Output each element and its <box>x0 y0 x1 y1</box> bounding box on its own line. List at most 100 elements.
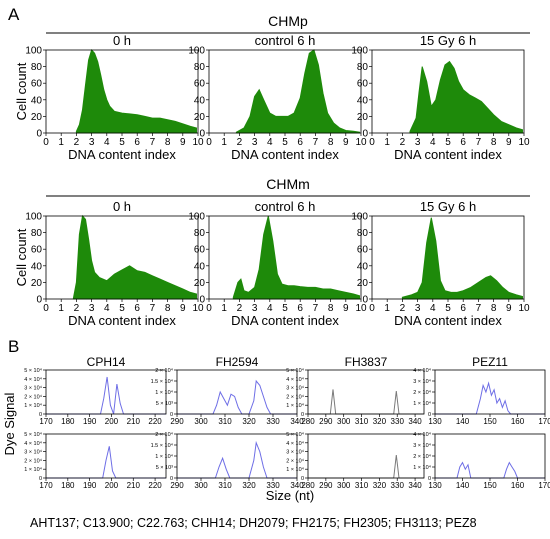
x-tick-label: 4 <box>267 303 273 314</box>
x-tick-label: 2 <box>74 303 80 314</box>
x-tick-label: 210 <box>127 417 141 426</box>
y-tick-label: 2 × 10⁴ <box>155 431 173 438</box>
chart-title: PEZ11 <box>472 355 508 369</box>
x-tick-label: 330 <box>266 481 280 490</box>
x-tick-label: 290 <box>170 417 184 426</box>
footer-sample-list: AHT137; C13.900; C22.763; CHH14; DH2079;… <box>30 516 477 530</box>
x-tick-label: 2 <box>400 137 406 148</box>
x-tick-label: 320 <box>242 417 256 426</box>
x-tick-label: 330 <box>266 417 280 426</box>
panel-a-label: A <box>8 5 20 24</box>
y-tick-label: 5 × 10⁴ <box>24 431 42 438</box>
y-tick-label: 60 <box>31 245 43 256</box>
y-tick-label: 20 <box>31 278 43 289</box>
y-tick-label: 1 × 10⁴ <box>286 466 304 473</box>
y-tick-label: 0 <box>39 412 42 418</box>
chart-title: FH2594 <box>216 355 259 369</box>
x-tick-label: 4 <box>104 303 110 314</box>
y-tick-label: 5 × 10³ <box>156 465 173 471</box>
y-tick-label: 2 × 10⁴ <box>24 393 42 400</box>
x-axis-label: DNA content index <box>394 313 502 328</box>
y-tick-label: 1 × 10⁴ <box>24 402 42 409</box>
histogram-area <box>232 215 360 300</box>
chart-10: PEZ11 130 140 150 160 170 0 1 × 10⁴ 2 × 10⁴ 3 × 1… <box>413 355 550 426</box>
x-axis-label: DNA content index <box>231 147 339 162</box>
y-tick-label: 0 <box>362 295 368 306</box>
y-tick-label: 100 <box>351 212 368 223</box>
x-tick-label: 1 <box>384 137 390 148</box>
x-tick-label: 2 <box>237 137 243 148</box>
x-tick-label: 7 <box>476 137 482 148</box>
x-tick-label: 7 <box>476 303 482 314</box>
x-tick-label: 6 <box>297 137 303 148</box>
y-tick-label: 4 × 10⁴ <box>24 376 42 383</box>
plot-frame <box>176 369 298 415</box>
x-tick-label: 320 <box>242 481 256 490</box>
y-tick-label: 0 <box>301 476 304 482</box>
x-tick-label: 280 <box>301 417 315 426</box>
x-tick-label: 8 <box>165 303 171 314</box>
y-tick-label: 4 × 10⁴ <box>413 431 431 438</box>
x-tick-label: 130 <box>428 481 442 490</box>
y-tick-label: 20 <box>194 278 206 289</box>
y-tick-label: 0 <box>362 129 368 140</box>
y-tick-label: 0 <box>199 129 205 140</box>
x-tick-label: 340 <box>408 417 422 426</box>
y-tick-label: 80 <box>357 62 369 73</box>
y-tick-label: 2 × 10⁴ <box>286 457 304 464</box>
x-tick-label: 9 <box>343 137 349 148</box>
chart-title: 0 h <box>113 199 131 214</box>
x-tick-label: 280 <box>301 481 315 490</box>
y-tick-label: 100 <box>188 46 205 57</box>
x-tick-label: 290 <box>170 481 184 490</box>
x-tick-label: 1 <box>58 303 64 314</box>
group-title-chmp: CHMp <box>268 13 308 29</box>
y-axis-label: Dye Signal <box>2 392 17 455</box>
x-tick-label: 10 <box>355 137 367 148</box>
y-tick-label: 3 × 10⁴ <box>413 378 431 385</box>
x-tick-label: 9 <box>506 137 512 148</box>
x-tick-label: 300 <box>194 417 208 426</box>
chart-title: 0 h <box>113 33 131 48</box>
histogram-area <box>75 49 197 134</box>
y-tick-label: 20 <box>194 112 206 123</box>
x-axis-label: DNA content index <box>68 313 176 328</box>
x-tick-label: 150 <box>483 417 497 426</box>
panel-b-label: B <box>8 337 19 356</box>
trace-line <box>308 455 424 479</box>
y-tick-label: 40 <box>31 261 43 272</box>
x-tick-label: 170 <box>39 481 53 490</box>
x-tick-label: 340 <box>290 417 304 426</box>
x-tick-label: 4 <box>430 137 436 148</box>
x-tick-label: 7 <box>313 303 319 314</box>
y-tick-label: 3 × 10⁴ <box>286 449 304 456</box>
trace-line <box>435 461 545 479</box>
x-tick-label: 130 <box>428 417 442 426</box>
y-tick-label: 100 <box>25 212 42 223</box>
y-tick-label: 60 <box>357 245 369 256</box>
x-tick-label: 0 <box>369 137 375 148</box>
x-tick-label: 9 <box>506 303 512 314</box>
y-tick-label: 0 <box>301 412 304 418</box>
y-tick-label: 0 <box>36 295 42 306</box>
x-tick-label: 340 <box>290 481 304 490</box>
x-tick-label: 4 <box>430 303 436 314</box>
x-tick-label: 300 <box>194 481 208 490</box>
x-tick-label: 0 <box>206 137 212 148</box>
x-tick-label: 5 <box>282 137 288 148</box>
plot-frame <box>434 369 546 415</box>
y-tick-label: 60 <box>194 79 206 90</box>
x-tick-label: 2 <box>237 303 243 314</box>
plot-frame <box>307 433 425 479</box>
trace-line <box>46 446 166 479</box>
y-tick-label: 1 × 10⁴ <box>413 464 431 471</box>
x-tick-label: 8 <box>491 303 497 314</box>
x-tick-label: 1 <box>221 137 227 148</box>
trace-line <box>46 376 166 415</box>
y-tick-label: 0 <box>199 295 205 306</box>
